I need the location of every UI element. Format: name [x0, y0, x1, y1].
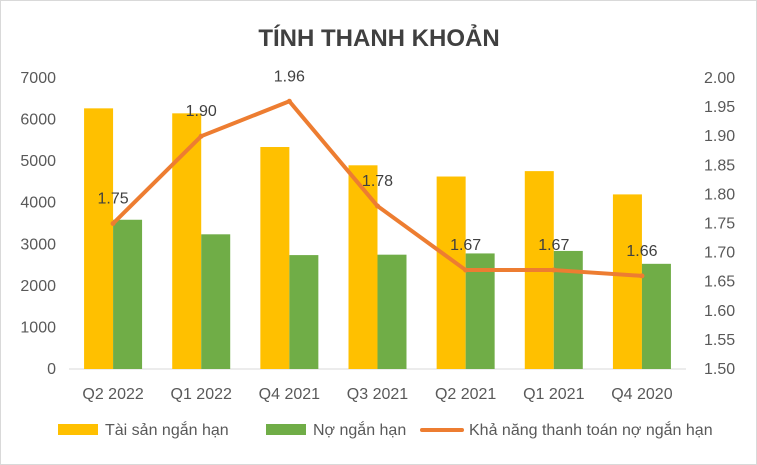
x-axis-tick-label: Q1 2021: [523, 386, 584, 403]
line-point: [639, 273, 645, 279]
bar-tai-san-ngan-han: [172, 113, 202, 369]
line-data-label: 1.96: [274, 68, 305, 85]
right-axis-tick-label: 2.00: [704, 70, 735, 87]
bar-tai-san-ngan-han: [260, 147, 290, 369]
right-axis: 1.50 1.55 1.60 1.65 1.70 1.75 1.80 1.85 1.90 1.95…: [704, 70, 735, 378]
left-axis-tick-label: 7000: [20, 70, 56, 87]
x-axis-tick-label: Q1 2022: [171, 386, 232, 403]
left-axis-tick-label: 4000: [20, 195, 56, 212]
line-point: [110, 221, 116, 226]
bar-no-ngan-han: [377, 254, 407, 369]
right-axis-tick-label: 1.80: [704, 186, 735, 203]
left-axis-tick-label: 3000: [20, 236, 56, 253]
bars-group: [84, 108, 671, 370]
line-series-group: [110, 98, 645, 279]
x-axis-tick-label: Q2 2021: [435, 386, 496, 403]
right-axis-tick-label: 1.50: [704, 361, 735, 378]
left-axis-tick-label: 0: [47, 361, 56, 378]
data-labels-group: 1.75 1.90 1.96 1.78 1.67 1.67 1.66: [98, 68, 658, 260]
right-axis-tick-label: 1.65: [704, 274, 735, 291]
bar-tai-san-ngan-han: [84, 108, 114, 370]
line-point: [463, 267, 469, 273]
x-axis: Q2 2022 Q1 2022 Q4 2021 Q3 2021 Q2 2021 Q1 20…: [82, 386, 672, 403]
right-axis-tick-label: 1.70: [704, 245, 735, 262]
bar-no-ngan-han: [641, 263, 671, 369]
line-data-label: 1.90: [186, 103, 217, 120]
left-axis-tick-label: 6000: [20, 112, 56, 129]
line-data-label: 1.67: [538, 237, 569, 254]
line-data-label: 1.78: [362, 173, 393, 190]
legend-swatch: [266, 424, 306, 435]
right-axis-tick-label: 1.55: [704, 332, 735, 349]
legend-swatch: [58, 424, 98, 435]
x-axis-tick-label: Q4 2020: [611, 386, 672, 403]
line-data-label: 1.67: [450, 237, 481, 254]
left-axis-tick-label: 2000: [20, 278, 56, 295]
bar-no-ngan-han: [289, 255, 319, 369]
left-axis: 0 1000 2000 3000 4000 5000 6000 7000: [20, 70, 56, 378]
left-axis-tick-label: 5000: [20, 153, 56, 170]
bar-tai-san-ngan-han: [436, 176, 466, 369]
bar-no-ngan-han: [201, 234, 231, 369]
line-data-label: 1.66: [626, 243, 657, 260]
right-axis-tick-label: 1.95: [704, 99, 735, 116]
x-axis-tick-label: Q2 2022: [82, 386, 143, 403]
legend-label: Khả năng thanh toán nợ ngắn hạn: [469, 420, 713, 439]
line-data-label: 1.75: [98, 191, 129, 208]
right-axis-tick-label: 1.75: [704, 216, 735, 233]
bar-no-ngan-han: [113, 219, 143, 369]
right-axis-tick-label: 1.85: [704, 157, 735, 174]
line-point: [551, 267, 557, 273]
legend-label: Tài sản ngắn hạn: [105, 420, 229, 439]
x-axis-tick-label: Q4 2021: [259, 386, 320, 403]
line-point: [286, 98, 292, 104]
line-point: [375, 203, 380, 209]
right-axis-tick-label: 1.90: [704, 128, 735, 145]
bar-no-ngan-han: [465, 253, 495, 369]
line-point: [198, 133, 204, 139]
right-axis-tick-label: 1.60: [704, 303, 735, 320]
legend-label: Nợ ngắn hạn: [313, 420, 406, 439]
x-axis-tick-label: Q3 2021: [347, 386, 408, 403]
bar-tai-san-ngan-han: [348, 165, 378, 369]
chart-title: TÍNH THANH KHOẢN: [258, 23, 499, 52]
legend: Tài sản ngắn hạn Nợ ngắn hạn Khả năng than…: [58, 420, 713, 439]
bar-tai-san-ngan-han: [612, 194, 642, 369]
left-axis-tick-label: 1000: [20, 319, 56, 336]
